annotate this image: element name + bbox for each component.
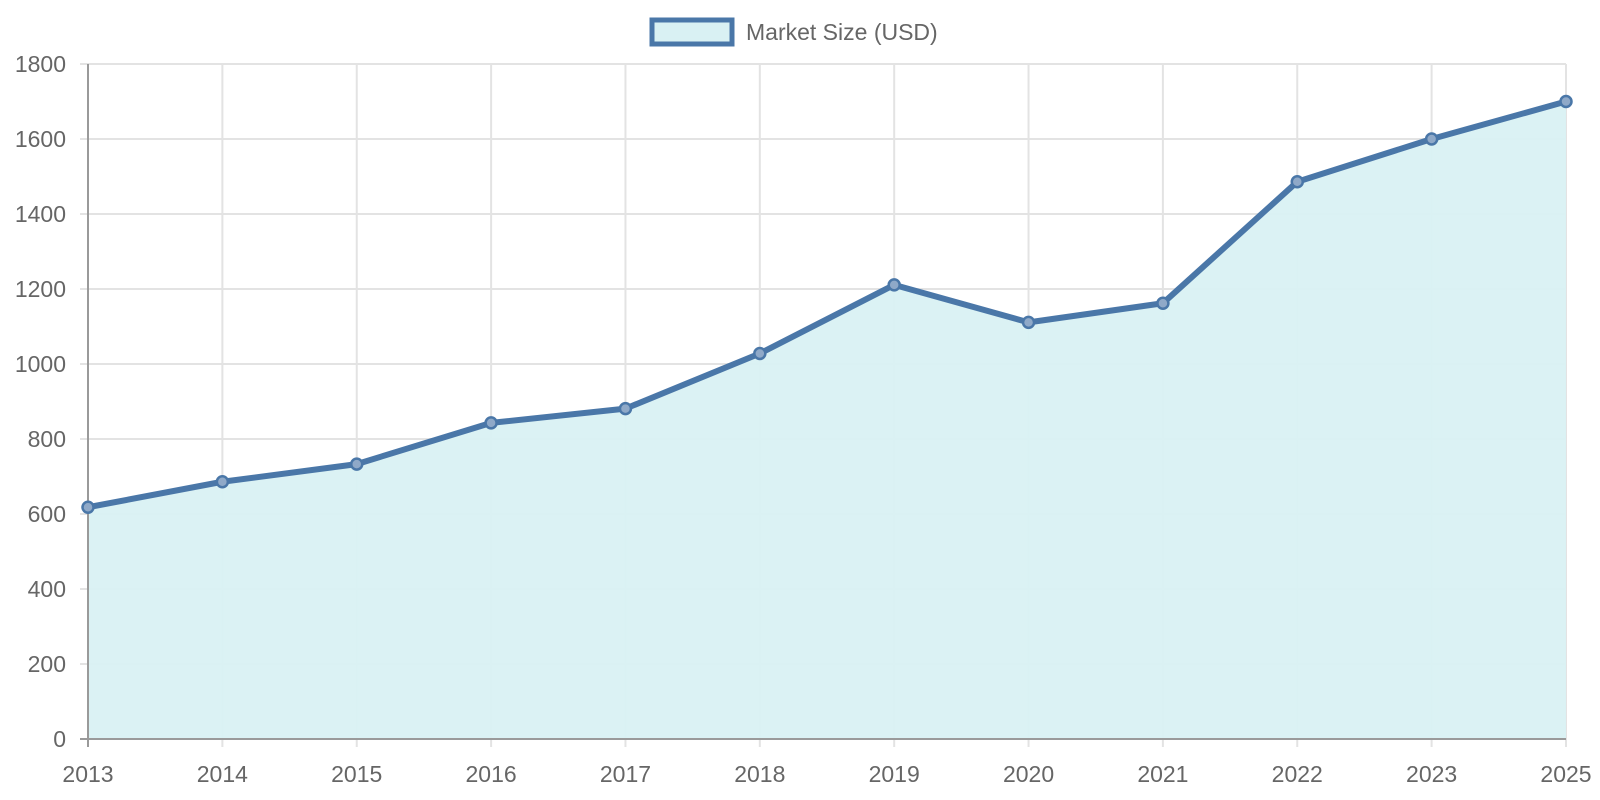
axes — [80, 64, 1566, 747]
y-tick-label: 1200 — [15, 276, 66, 302]
legend-label[interactable]: Market Size (USD) — [746, 19, 938, 45]
data-point[interactable] — [484, 416, 498, 430]
legend[interactable]: Market Size (USD) — [649, 17, 938, 47]
y-tick-label: 200 — [28, 651, 66, 677]
data-points — [81, 94, 1573, 514]
data-point[interactable] — [215, 475, 230, 489]
y-tick-label: 0 — [53, 726, 66, 752]
data-point[interactable] — [81, 500, 95, 514]
y-tick-label: 1000 — [15, 351, 66, 377]
x-tick-label: 2019 — [869, 761, 920, 787]
x-tick-label: 2020 — [1003, 761, 1054, 787]
y-tick-label: 1800 — [15, 51, 66, 77]
data-point[interactable] — [1424, 132, 1439, 146]
x-tick-label: 2022 — [1272, 761, 1323, 787]
data-point[interactable] — [887, 278, 901, 292]
data-point[interactable] — [618, 401, 633, 416]
y-tick-label: 1400 — [15, 201, 66, 227]
legend-swatch-icon[interactable] — [649, 17, 735, 47]
area-fill — [88, 101, 1566, 739]
x-tick-label: 2021 — [1137, 761, 1188, 787]
data-line — [87, 98, 1567, 511]
data-point[interactable] — [1559, 94, 1573, 109]
y-tick-label: 600 — [28, 501, 66, 527]
x-axis-labels: 2013 2014 2015 2016 2017 2018 2019 2020 2021 2022… — [62, 761, 1591, 787]
y-tick-label: 1600 — [15, 126, 66, 152]
x-tick-label: 2015 — [331, 761, 382, 787]
data-point[interactable] — [753, 346, 767, 361]
x-tick-label: 2025 — [1540, 761, 1591, 787]
x-tick-label: 2023 — [1406, 761, 1457, 787]
x-tick-label: 2014 — [197, 761, 248, 787]
y-tick-label: 400 — [28, 576, 66, 602]
data-point[interactable] — [349, 457, 364, 471]
data-point[interactable] — [1156, 296, 1170, 310]
x-tick-label: 2013 — [62, 761, 113, 787]
x-tick-label: 2018 — [734, 761, 785, 787]
data-point[interactable] — [1290, 175, 1305, 189]
x-tick-label: 2017 — [600, 761, 651, 787]
data-point[interactable] — [1021, 315, 1036, 330]
y-axis-labels: 0 200 400 600 800 1000 1200 1400 1600 1800 — [15, 51, 66, 752]
y-tick-label: 800 — [28, 426, 66, 452]
x-tick-label: 2016 — [466, 761, 517, 787]
